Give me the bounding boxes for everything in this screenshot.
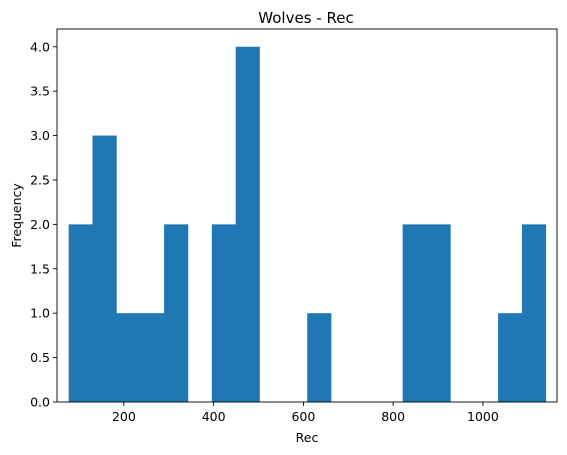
histogram-bar — [164, 224, 189, 402]
y-tick-label: 1.5 — [30, 261, 50, 276]
plot-frame — [56, 28, 558, 403]
y-tick-label: 2.5 — [30, 172, 50, 187]
histogram-bar — [68, 224, 93, 402]
y-tick-label: 4.0 — [30, 39, 50, 54]
y-tick-label: 0.0 — [30, 395, 50, 410]
y-axis-label: Frequency — [9, 183, 24, 248]
histogram-bar — [140, 313, 165, 402]
x-tick-label: 400 — [202, 409, 226, 424]
bars-group — [68, 46, 547, 402]
histogram-bar — [426, 224, 451, 402]
y-tick-label: 3.5 — [30, 84, 50, 99]
y-tick-label: 0.5 — [30, 350, 50, 365]
histogram-bar — [307, 313, 332, 402]
chart-title: Wolves - Rec — [258, 9, 353, 27]
histogram-bar — [211, 224, 236, 402]
x-tick-label: 1000 — [467, 409, 499, 424]
x-axis-ticks: 200 400 600 800 1000 — [112, 402, 499, 424]
histogram-bar — [521, 224, 547, 402]
x-axis-label: Rec — [296, 430, 319, 445]
histogram-bar — [92, 135, 117, 402]
x-tick-label: 200 — [112, 409, 136, 424]
y-axis-ticks: 0.0 0.5 1.0 1.5 2.0 2.5 3.0 3.5 4.0 — [30, 39, 57, 410]
y-tick-label: 3.0 — [30, 128, 50, 143]
histogram-bar — [235, 46, 260, 402]
histogram-bar — [116, 313, 141, 402]
x-tick-label: 800 — [381, 409, 405, 424]
x-tick-label: 600 — [291, 409, 315, 424]
histogram-bar — [402, 224, 427, 402]
y-tick-label: 2.0 — [30, 217, 50, 232]
y-tick-label: 1.0 — [30, 306, 50, 321]
histogram-bar — [498, 313, 523, 402]
